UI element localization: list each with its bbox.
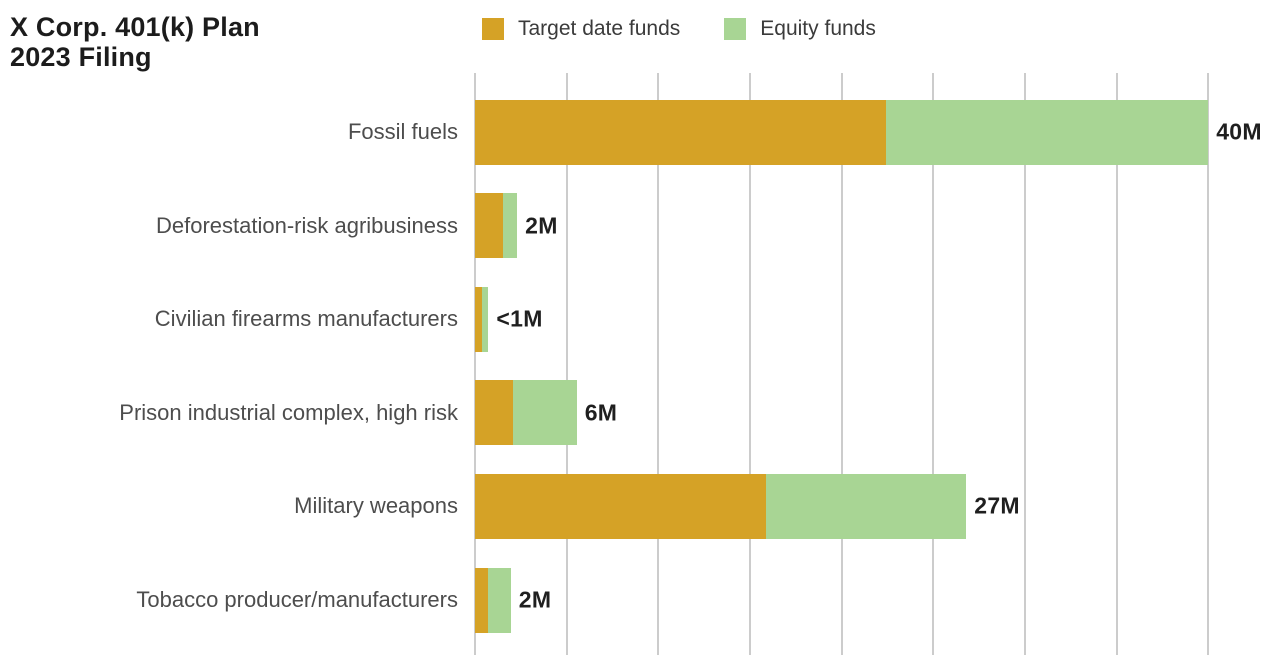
gridline (474, 73, 476, 655)
value-label: 27M (974, 492, 1020, 519)
legend-item-equity-funds: Equity funds (724, 17, 876, 41)
bar-segment-equity-funds (482, 286, 489, 352)
chart-title: X Corp. 401(k) Plan 2023 Filing (10, 12, 260, 72)
gridline (932, 73, 935, 655)
category-label: Tobacco producer/manufacturers (136, 587, 458, 612)
bar-segment-equity-funds (766, 473, 967, 539)
bar-segment-equity-funds (488, 567, 511, 633)
legend: Target date funds Equity funds (482, 17, 876, 41)
gridline (748, 73, 751, 655)
bar-segment-equity-funds (885, 99, 1209, 165)
chart-title-line1: X Corp. 401(k) Plan (10, 12, 260, 42)
equity-funds-swatch-icon (724, 18, 747, 40)
value-label: <1M (496, 305, 543, 332)
category-label: Civilian firearms manufacturers (154, 306, 458, 332)
chart-title-line2: 2023 Filing (10, 42, 152, 72)
bar-segment-equity-funds (512, 380, 577, 446)
bar-segment-equity-funds (503, 193, 518, 259)
bar-segment-target-date-funds (475, 473, 767, 539)
value-label: 40M (1216, 118, 1262, 145)
bar-segment-target-date-funds (475, 380, 513, 446)
target-date-funds-swatch-icon (482, 18, 504, 40)
category-label: Deforestation-risk agribusiness (155, 212, 458, 238)
legend-item-target-date-funds: Target date funds (482, 17, 680, 41)
gridline (657, 73, 660, 655)
gridline (1115, 73, 1118, 655)
bar-segment-target-date-funds (475, 99, 886, 165)
gridline (1023, 73, 1026, 655)
legend-label-target-date-funds: Target date funds (518, 17, 681, 40)
gridline (840, 73, 843, 655)
value-label: 2M (518, 586, 552, 613)
gridline (1207, 73, 1210, 655)
value-label: 2M (525, 212, 558, 239)
legend-label-equity-funds: Equity funds (760, 17, 876, 40)
category-label: Military weapons (294, 493, 458, 519)
category-label: Prison industrial complex, high risk (119, 399, 458, 425)
bar-segment-target-date-funds (475, 567, 489, 633)
bar-segment-target-date-funds (475, 286, 483, 352)
category-label: Fossil fuels (347, 119, 458, 144)
bar-segment-target-date-funds (475, 193, 504, 259)
gridline (565, 73, 568, 655)
value-label: 6M (584, 399, 618, 426)
